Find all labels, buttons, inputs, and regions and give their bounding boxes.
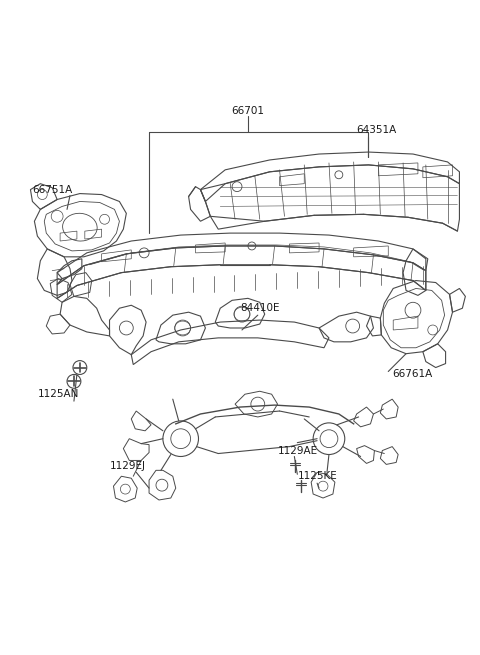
Text: 84410E: 84410E	[240, 303, 279, 313]
Text: 66761A: 66761A	[392, 369, 432, 379]
Text: 66751A: 66751A	[33, 185, 72, 195]
Text: 66701: 66701	[231, 105, 264, 115]
Text: 1125KE: 1125KE	[297, 471, 337, 481]
Text: 64351A: 64351A	[357, 125, 397, 136]
Text: 1129EJ: 1129EJ	[109, 461, 145, 472]
Text: 1125AN: 1125AN	[37, 389, 79, 399]
Text: 1129AE: 1129AE	[277, 445, 318, 456]
